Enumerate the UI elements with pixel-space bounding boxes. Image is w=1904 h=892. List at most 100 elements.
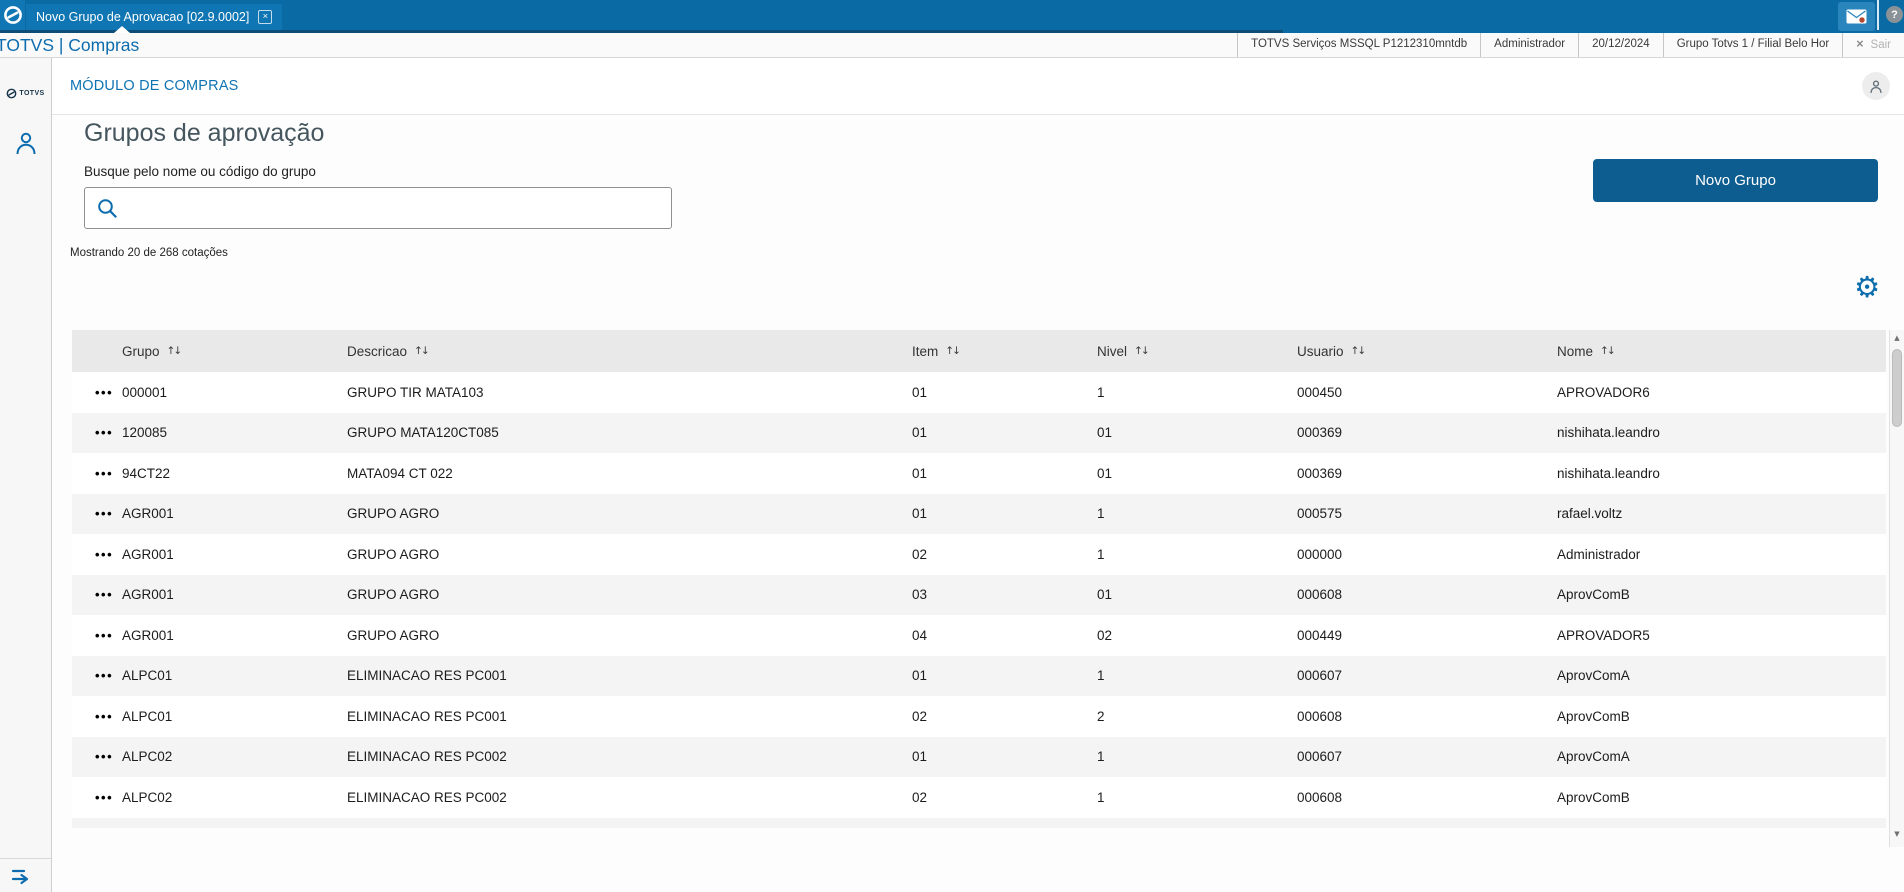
mail-button[interactable]: [1838, 2, 1875, 31]
table-row[interactable]: ••• 000001 GRUPO TIR MATA103 01 1 000450…: [72, 372, 1886, 413]
table-header-nivel[interactable]: Nivel ↑↓: [1097, 343, 1150, 359]
cell-usuario: 000000: [1297, 546, 1343, 562]
branch-label: Grupo Totvs 1 / Filial Belo Hor: [1662, 33, 1843, 57]
new-group-button[interactable]: Novo Grupo: [1593, 159, 1878, 202]
cell-item: 01: [912, 384, 928, 400]
row-menu-dots-icon[interactable]: •••: [95, 425, 114, 441]
table-header-item[interactable]: Item ↑↓: [912, 343, 961, 359]
table-row[interactable]: ••• ALPC02 ELIMINACAO RES PC002 02 1 000…: [72, 777, 1886, 818]
tab-novo-grupo-aprovacao[interactable]: Novo Grupo de Aprovacao [02.9.0002] ×: [26, 4, 283, 30]
table-row[interactable]: ••• 120085 GRUPO MATA120CT085 01 01 0003…: [72, 412, 1886, 453]
main-content: Grupos de aprovação Busque pelo nome ou …: [52, 115, 1904, 892]
row-menu-dots-icon[interactable]: •••: [95, 546, 114, 562]
sort-icon[interactable]: ↑↓: [1350, 345, 1367, 357]
table-row[interactable]: ••• ALPC01 ELIMINACAO RES PC001 02 2 000…: [72, 696, 1886, 737]
cell-grupo: AGR001: [122, 546, 174, 562]
topbar-underline: [0, 30, 1283, 33]
search-label: Busque pelo nome ou código do grupo: [84, 164, 316, 179]
row-menu-dots-icon[interactable]: •••: [95, 708, 114, 724]
topbar-separator: [1877, 0, 1879, 30]
module-title: MÓDULO DE COMPRAS: [70, 78, 239, 94]
environment-label: TOTVS Serviços MSSQL P1212310mntdb: [1237, 33, 1480, 57]
sort-icon[interactable]: ↑↓: [166, 345, 183, 357]
table-header-nome[interactable]: Nome ↑↓: [1557, 343, 1616, 359]
table-header-row: Grupo ↑↓ Descricao ↑↓ Item ↑↓ Nivel ↑↓ U…: [72, 330, 1886, 372]
tab-title: Novo Grupo de Aprovacao [02.9.0002]: [36, 10, 250, 24]
logout-button[interactable]: × Sair: [1842, 33, 1904, 57]
cell-item: 04: [912, 627, 928, 643]
cell-descricao: GRUPO AGRO: [347, 627, 440, 643]
cell-nivel: 02: [1097, 627, 1113, 643]
table-row-partial: [72, 817, 1886, 828]
user-icon: [16, 132, 36, 155]
sort-icon[interactable]: ↑↓: [1134, 345, 1150, 357]
close-tab-icon[interactable]: ×: [258, 10, 273, 24]
cell-nome: AprovComB: [1557, 708, 1630, 724]
sort-icon[interactable]: ↑↓: [414, 345, 430, 357]
scroll-up-icon[interactable]: ▲: [1894, 334, 1900, 342]
row-menu-dots-icon[interactable]: •••: [95, 789, 114, 805]
search-input[interactable]: [127, 190, 667, 226]
sidebar-footer-divider: [0, 858, 51, 859]
row-menu-dots-icon[interactable]: •••: [95, 587, 114, 603]
table-header-usuario[interactable]: Usuario ↑↓: [1297, 343, 1367, 359]
totvs-logo-button[interactable]: [0, 0, 25, 30]
profile-icon: [1870, 80, 1882, 93]
cell-usuario: 000450: [1297, 384, 1343, 400]
table-row[interactable]: ••• ALPC02 ELIMINACAO RES PC002 01 1 000…: [72, 736, 1886, 777]
help-button[interactable]: ?: [1886, 6, 1903, 23]
cell-item: 01: [912, 749, 928, 765]
sort-icon[interactable]: ↑↓: [1600, 345, 1616, 357]
sort-icon[interactable]: ↑↓: [945, 345, 961, 357]
profile-button[interactable]: [1862, 72, 1890, 100]
cell-item: 01: [912, 506, 928, 522]
table-row[interactable]: ••• 94CT22 MATA094 CT 022 01 01 000369 n…: [72, 453, 1886, 494]
cell-descricao: GRUPO MATA120CT085: [347, 425, 499, 441]
cell-descricao: MATA094 CT 022: [347, 465, 453, 481]
cell-usuario: 000449: [1297, 627, 1343, 643]
cell-nome: nishihata.leandro: [1557, 425, 1660, 441]
cell-descricao: GRUPO AGRO: [347, 546, 440, 562]
row-menu-dots-icon[interactable]: •••: [95, 506, 114, 522]
totvs-logo-icon: [3, 6, 22, 24]
sidebar-totvs-logo[interactable]: TOTVS: [0, 58, 51, 99]
row-menu-dots-icon[interactable]: •••: [95, 749, 114, 765]
cell-descricao: ELIMINACAO RES PC002: [347, 789, 507, 805]
cell-nome: APROVADOR5: [1557, 627, 1650, 643]
sidebar-logo-label: TOTVS: [19, 90, 45, 97]
table-row[interactable]: ••• AGR001 GRUPO AGRO 04 02 000449 APROV…: [72, 615, 1886, 656]
table-header-grupo[interactable]: Grupo ↑↓: [122, 343, 183, 359]
cell-nome: AprovComB: [1557, 587, 1630, 603]
row-menu-dots-icon[interactable]: •••: [95, 465, 114, 481]
cell-nome: AprovComA: [1557, 668, 1630, 684]
expand-menu-icon: [11, 869, 29, 885]
sidebar-item-user[interactable]: [14, 130, 38, 161]
cell-item: 01: [912, 465, 928, 481]
row-menu-dots-icon[interactable]: •••: [95, 627, 114, 643]
table-header-descricao[interactable]: Descricao ↑↓: [347, 343, 430, 359]
cell-grupo: AGR001: [122, 627, 174, 643]
cell-nome: nishihata.leandro: [1557, 465, 1660, 481]
cell-descricao: GRUPO AGRO: [347, 587, 440, 603]
scrollbar-thumb[interactable]: [1892, 349, 1902, 427]
vertical-scrollbar[interactable]: ▲ ▼: [1889, 330, 1904, 847]
table-row[interactable]: ••• AGR001 GRUPO AGRO 01 1 000575 rafael…: [72, 493, 1886, 534]
row-menu-dots-icon[interactable]: •••: [95, 668, 114, 684]
cell-nivel: 01: [1097, 465, 1113, 481]
scroll-down-icon[interactable]: ▼: [1894, 830, 1900, 838]
cell-usuario: 000608: [1297, 789, 1343, 805]
table-settings-button[interactable]: ⚙: [1854, 273, 1880, 302]
cell-nivel: 1: [1097, 789, 1105, 805]
row-menu-dots-icon[interactable]: •••: [95, 384, 114, 400]
approval-groups-table: Grupo ↑↓ Descricao ↑↓ Item ↑↓ Nivel ↑↓ U…: [72, 330, 1886, 828]
table-body: ••• 000001 GRUPO TIR MATA103 01 1 000450…: [72, 372, 1886, 818]
cell-nivel: 1: [1097, 506, 1105, 522]
table-row[interactable]: ••• ALPC01 ELIMINACAO RES PC001 01 1 000…: [72, 655, 1886, 696]
results-count: Mostrando 20 de 268 cotações: [70, 247, 228, 259]
cell-grupo: AGR001: [122, 506, 174, 522]
table-row[interactable]: ••• AGR001 GRUPO AGRO 02 1 000000 Admini…: [72, 534, 1886, 575]
expand-menu-button[interactable]: [11, 867, 33, 890]
cell-nivel: 1: [1097, 384, 1105, 400]
cell-nivel: 1: [1097, 749, 1105, 765]
table-row[interactable]: ••• AGR001 GRUPO AGRO 03 01 000608 Aprov…: [72, 574, 1886, 615]
